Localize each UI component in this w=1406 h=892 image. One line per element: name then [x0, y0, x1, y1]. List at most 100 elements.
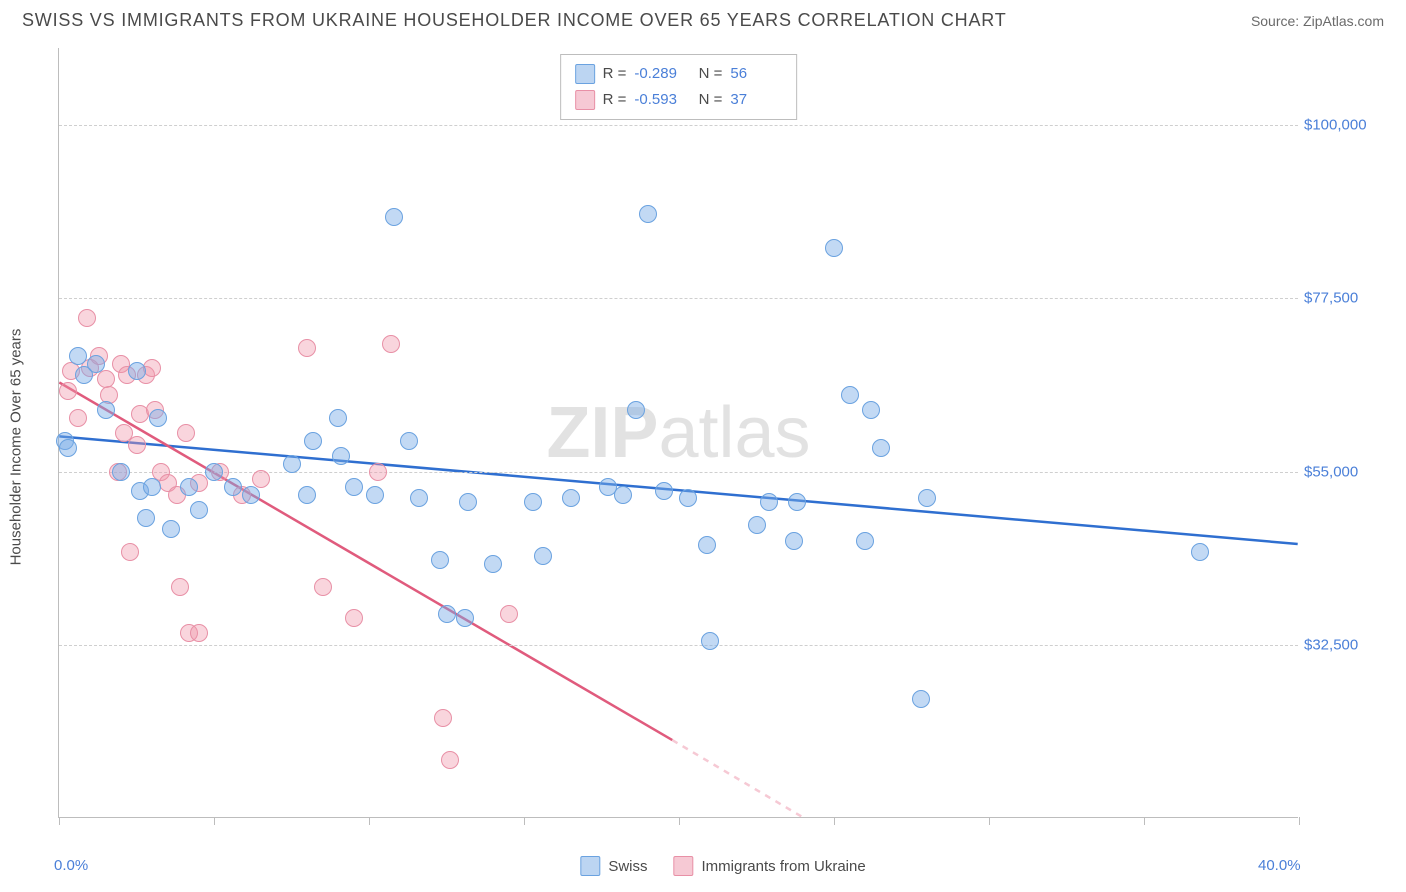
- point-series2: [143, 359, 161, 377]
- point-series1: [1191, 543, 1209, 561]
- plot-area: ZIPatlas R = -0.289 N = 56 R = -0.593 N …: [58, 48, 1298, 818]
- point-series1: [856, 532, 874, 550]
- bottom-legend: Swiss Immigrants from Ukraine: [580, 856, 865, 876]
- swatch-series1-icon: [575, 64, 595, 84]
- point-series1: [112, 463, 130, 481]
- point-series2: [121, 543, 139, 561]
- point-series2: [441, 751, 459, 769]
- point-series1: [242, 486, 260, 504]
- watermark-light: atlas: [658, 393, 810, 473]
- point-series1: [701, 632, 719, 650]
- x-tick: [214, 817, 215, 825]
- x-tick: [369, 817, 370, 825]
- point-series1: [329, 409, 347, 427]
- stats-box: R = -0.289 N = 56 R = -0.593 N = 37: [560, 54, 798, 120]
- legend-label-2: Immigrants from Ukraine: [701, 858, 865, 875]
- stat-r-val-1: -0.289: [634, 61, 686, 87]
- point-series2: [314, 578, 332, 596]
- point-series1: [912, 690, 930, 708]
- stat-r-label: R =: [603, 87, 627, 113]
- stat-n-label: N =: [694, 87, 722, 113]
- point-series1: [298, 486, 316, 504]
- point-series1: [205, 463, 223, 481]
- point-series2: [128, 436, 146, 454]
- point-series1: [137, 509, 155, 527]
- point-series1: [534, 547, 552, 565]
- x-tick: [59, 817, 60, 825]
- point-series2: [69, 409, 87, 427]
- point-series1: [224, 478, 242, 496]
- trend-line: [59, 383, 672, 741]
- y-tick-label: $100,000: [1304, 117, 1384, 134]
- x-tick: [1144, 817, 1145, 825]
- point-series1: [87, 355, 105, 373]
- trend-line: [672, 740, 802, 817]
- point-series1: [400, 432, 418, 450]
- stats-row-2: R = -0.593 N = 37: [575, 87, 783, 113]
- stats-row-1: R = -0.289 N = 56: [575, 61, 783, 87]
- point-series1: [162, 520, 180, 538]
- point-series1: [97, 401, 115, 419]
- point-series1: [825, 239, 843, 257]
- point-series2: [434, 709, 452, 727]
- point-series2: [345, 609, 363, 627]
- point-series2: [78, 309, 96, 327]
- point-series1: [524, 493, 542, 511]
- x-tick: [1299, 817, 1300, 825]
- legend-swatch1-icon: [580, 856, 600, 876]
- point-series2: [177, 424, 195, 442]
- point-series1: [459, 493, 477, 511]
- point-series1: [59, 439, 77, 457]
- gridline: [59, 125, 1298, 126]
- point-series1: [69, 347, 87, 365]
- point-series1: [698, 536, 716, 554]
- stat-r-label: R =: [603, 61, 627, 87]
- y-tick-label: $77,500: [1304, 290, 1384, 307]
- point-series1: [345, 478, 363, 496]
- point-series1: [143, 478, 161, 496]
- point-series1: [410, 489, 428, 507]
- x-tick: [524, 817, 525, 825]
- point-series1: [760, 493, 778, 511]
- point-series1: [128, 362, 146, 380]
- legend-label-1: Swiss: [608, 858, 647, 875]
- stat-r-val-2: -0.593: [634, 87, 686, 113]
- stat-n-val-2: 37: [730, 87, 782, 113]
- point-series2: [298, 339, 316, 357]
- point-series1: [655, 482, 673, 500]
- gridline: [59, 298, 1298, 299]
- point-series2: [500, 605, 518, 623]
- point-series2: [59, 382, 77, 400]
- point-series1: [679, 489, 697, 507]
- point-series1: [862, 401, 880, 419]
- point-series2: [171, 578, 189, 596]
- point-series2: [369, 463, 387, 481]
- point-series1: [366, 486, 384, 504]
- point-series1: [180, 478, 198, 496]
- y-axis-label: Householder Income Over 65 years: [8, 329, 25, 566]
- point-series1: [785, 532, 803, 550]
- point-series1: [562, 489, 580, 507]
- point-series1: [385, 208, 403, 226]
- point-series1: [332, 447, 350, 465]
- point-series1: [190, 501, 208, 519]
- point-series1: [431, 551, 449, 569]
- stat-n-label: N =: [694, 61, 722, 87]
- point-series1: [627, 401, 645, 419]
- point-series1: [456, 609, 474, 627]
- point-series1: [438, 605, 456, 623]
- point-series1: [788, 493, 806, 511]
- point-series1: [149, 409, 167, 427]
- swatch-series2-icon: [575, 90, 595, 110]
- x-tick: [679, 817, 680, 825]
- watermark: ZIPatlas: [546, 392, 810, 474]
- point-series2: [382, 335, 400, 353]
- point-series2: [190, 624, 208, 642]
- point-series1: [484, 555, 502, 573]
- point-series1: [918, 489, 936, 507]
- point-series1: [841, 386, 859, 404]
- gridline: [59, 472, 1298, 473]
- point-series1: [614, 486, 632, 504]
- x-tick: [989, 817, 990, 825]
- chart-region: Householder Income Over 65 years ZIPatla…: [58, 48, 1388, 846]
